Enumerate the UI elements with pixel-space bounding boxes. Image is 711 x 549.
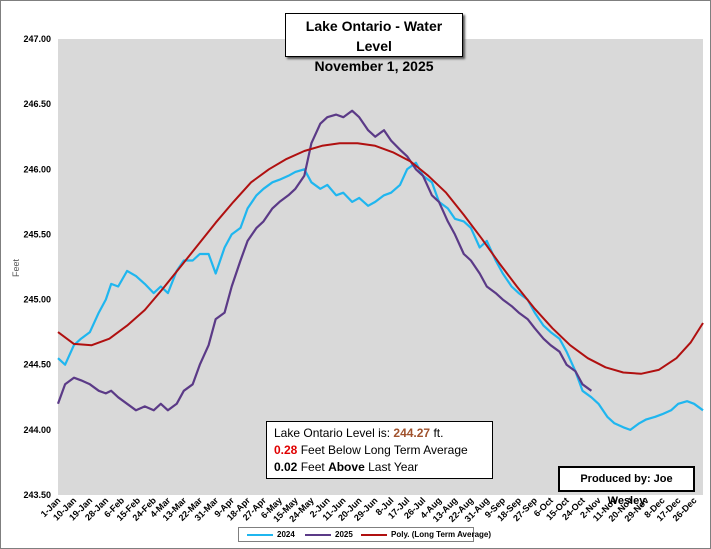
legend-item-2024: 2024: [247, 530, 295, 539]
below-average-text: Feet Below Long Term Average: [300, 443, 468, 457]
legend-item-2025: 2025: [305, 530, 353, 539]
legend-swatch-poly: [361, 533, 387, 536]
last-year-feet: Feet: [300, 460, 325, 474]
producer-credit: Produced by: Joe Wesley: [558, 466, 695, 507]
y-tick-label: 243.50: [23, 490, 51, 500]
level-row: Lake Ontario Level is: 244.27 ft.: [274, 425, 492, 442]
x-axis-ticks: 1-Jan10-Jan19-Jan28-Jan6-Feb15-Feb24-Feb…: [39, 495, 699, 524]
series-line-poly-long-term-average: [57, 142, 704, 375]
y-axis-label: Feet: [11, 258, 21, 277]
last-year-row: 0.02 Feet Above Last Year: [274, 459, 492, 476]
series-line-2025: [56, 109, 593, 412]
y-tick-label: 244.50: [23, 360, 51, 370]
below-average-row: 0.28 Feet Below Long Term Average: [274, 442, 492, 459]
legend-swatch-2025: [305, 533, 331, 536]
level-unit: ft.: [433, 426, 444, 440]
chart-legend: 2024 2025 Poly. (Long Term Average): [238, 527, 491, 542]
y-tick-label: 245.50: [23, 229, 51, 239]
y-tick-label: 244.00: [23, 425, 51, 435]
chart-title: Lake Ontario - Water Level: [305, 18, 443, 54]
y-tick-label: 246.50: [23, 99, 51, 109]
legend-item-poly: Poly. (Long Term Average): [361, 530, 491, 539]
legend-label-2025: 2025: [335, 530, 353, 539]
series-line-2024: [57, 161, 704, 431]
y-tick-label: 245.00: [23, 295, 51, 305]
chart-title-box: Lake Ontario - Water Level November 1, 2…: [285, 13, 463, 74]
last-year-tail: Last Year: [368, 460, 419, 474]
y-tick-label: 247.00: [23, 34, 51, 44]
chart-subtitle: November 1, 2025: [314, 58, 434, 74]
y-axis-ticks: 243.50 244.00 244.50 245.00 245.50 246.00 246.…: [23, 34, 51, 500]
series-lines: [56, 109, 704, 431]
below-average-value: 0.28: [274, 443, 298, 457]
last-year-above: Above: [328, 460, 365, 474]
legend-swatch-2024: [247, 533, 273, 536]
last-year-value: 0.02: [274, 460, 298, 474]
level-value: 244.27: [393, 426, 431, 440]
plot-area: [58, 39, 703, 495]
level-label: Lake Ontario Level is:: [274, 426, 391, 440]
level-info-box: Lake Ontario Level is: 244.27 ft. 0.28 F…: [266, 421, 493, 479]
legend-label-poly: Poly. (Long Term Average): [391, 530, 492, 539]
legend-label-2024: 2024: [277, 530, 295, 539]
y-tick-label: 246.00: [23, 164, 51, 174]
